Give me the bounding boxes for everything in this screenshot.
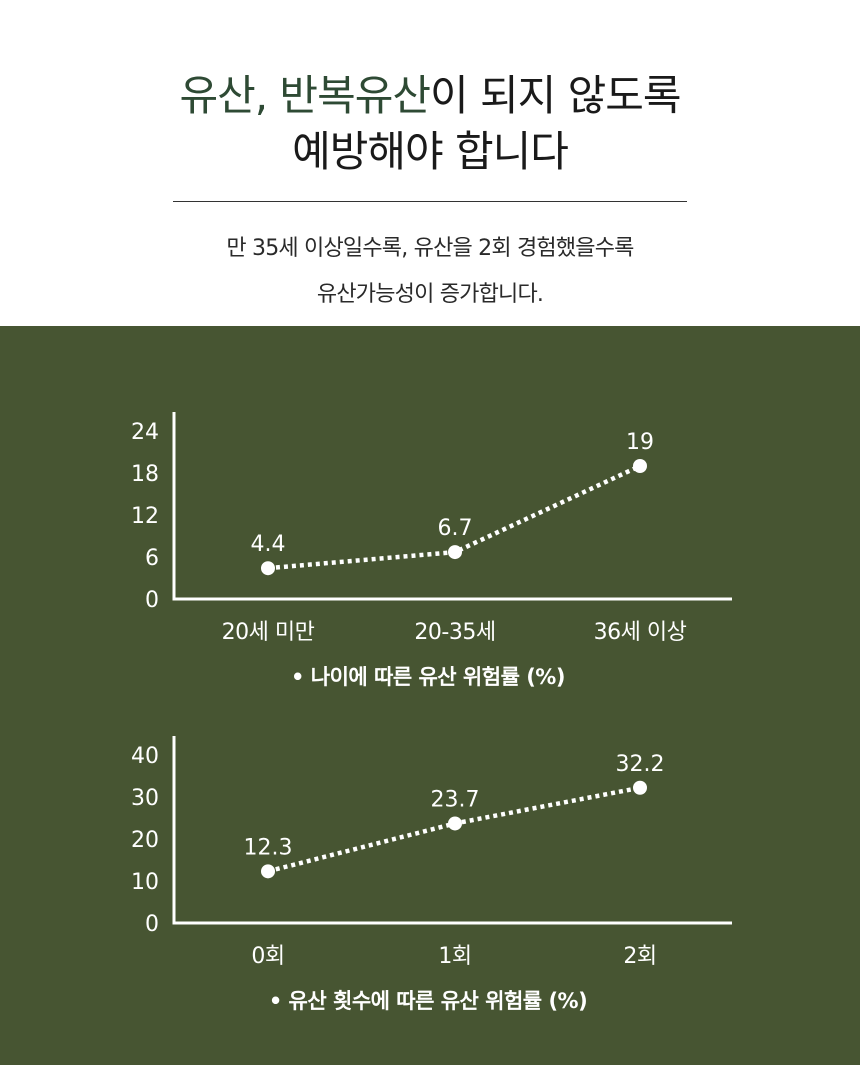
chart-2-y-tick-label: 40	[131, 744, 159, 769]
charts-svg: 0 6 12 18 24 4.4 6.7 19 20세 미만 20-35세 36세 이상 • 나이에 …	[131, 412, 732, 1013]
chart-2-data-label: 32.2	[616, 752, 665, 777]
chart-2-y-tick-label: 30	[131, 786, 159, 811]
chart-1-y-tick-label: 6	[145, 546, 159, 571]
chart-1-y-tick-label: 12	[131, 504, 159, 529]
chart-1-caption: • 나이에 따른 유산 위험률 (%)	[291, 665, 565, 689]
subtitle-line-2: 유산가능성이 증가합니다.	[316, 282, 544, 307]
chart-2-x-tick-label: 1회	[438, 944, 471, 969]
chart-1-data-point	[261, 561, 275, 576]
subtitle-line-1: 만 35세 이상일수록, 유산을 2회 경험했을수록	[226, 236, 634, 261]
chart-2-y-tick-label: 20	[131, 828, 159, 853]
chart-2-caption: • 유산 횟수에 따른 유산 위험률 (%)	[269, 989, 587, 1013]
chart-1-data-label: 19	[626, 430, 654, 455]
chart-2-data-label: 12.3	[244, 835, 293, 860]
chart-2-x-tick-label: 0회	[251, 944, 284, 969]
header-section: 유산, 반복유산이 되지 않도록 예방해야 합니다 만 35세 이상일수록, 유…	[0, 0, 860, 326]
chart-2-x-tick-label: 2회	[623, 944, 656, 969]
chart-1-data-label: 4.4	[251, 532, 286, 557]
chart-1-data-point	[448, 545, 462, 560]
chart-2-y-tick-label: 10	[131, 870, 159, 895]
chart-2-y-tick-label: 0	[145, 912, 159, 937]
chart-1-x-tick-label: 36세 이상	[594, 620, 687, 645]
chart-1-x-tick-label: 20세 미만	[222, 620, 315, 645]
chart-2-data-point	[448, 816, 462, 831]
title-line-2: 예방해야 합니다	[292, 127, 569, 176]
chart-panel: 0 6 12 18 24 4.4 6.7 19 20세 미만 20-35세 36세 이상 • 나이에 …	[0, 326, 860, 1065]
chart-1-data-label: 6.7	[438, 516, 473, 541]
page-title: 유산, 반복유산이 되지 않도록 예방해야 합니다	[0, 68, 860, 180]
subtitle: 만 35세 이상일수록, 유산을 2회 경험했을수록 유산가능성이 증가합니다.	[0, 226, 860, 318]
chart-1-y-tick-label: 24	[131, 420, 159, 445]
chart-2-data-label: 23.7	[431, 787, 480, 812]
chart-2-data-point	[633, 780, 647, 795]
title-divider	[173, 201, 687, 202]
title-line-1-rest: 이 되지 않도록	[430, 71, 682, 120]
chart-1-x-tick-label: 20-35세	[414, 620, 495, 645]
chart-1-y-tick-label: 18	[131, 462, 159, 487]
title-line-1: 유산, 반복유산이 되지 않도록	[0, 68, 860, 124]
chart-2-data-point	[261, 864, 275, 879]
chart-1-y-tick-label: 0	[145, 588, 159, 613]
title-highlight: 유산, 반복유산	[179, 71, 431, 120]
chart-1-data-point	[633, 459, 647, 473]
